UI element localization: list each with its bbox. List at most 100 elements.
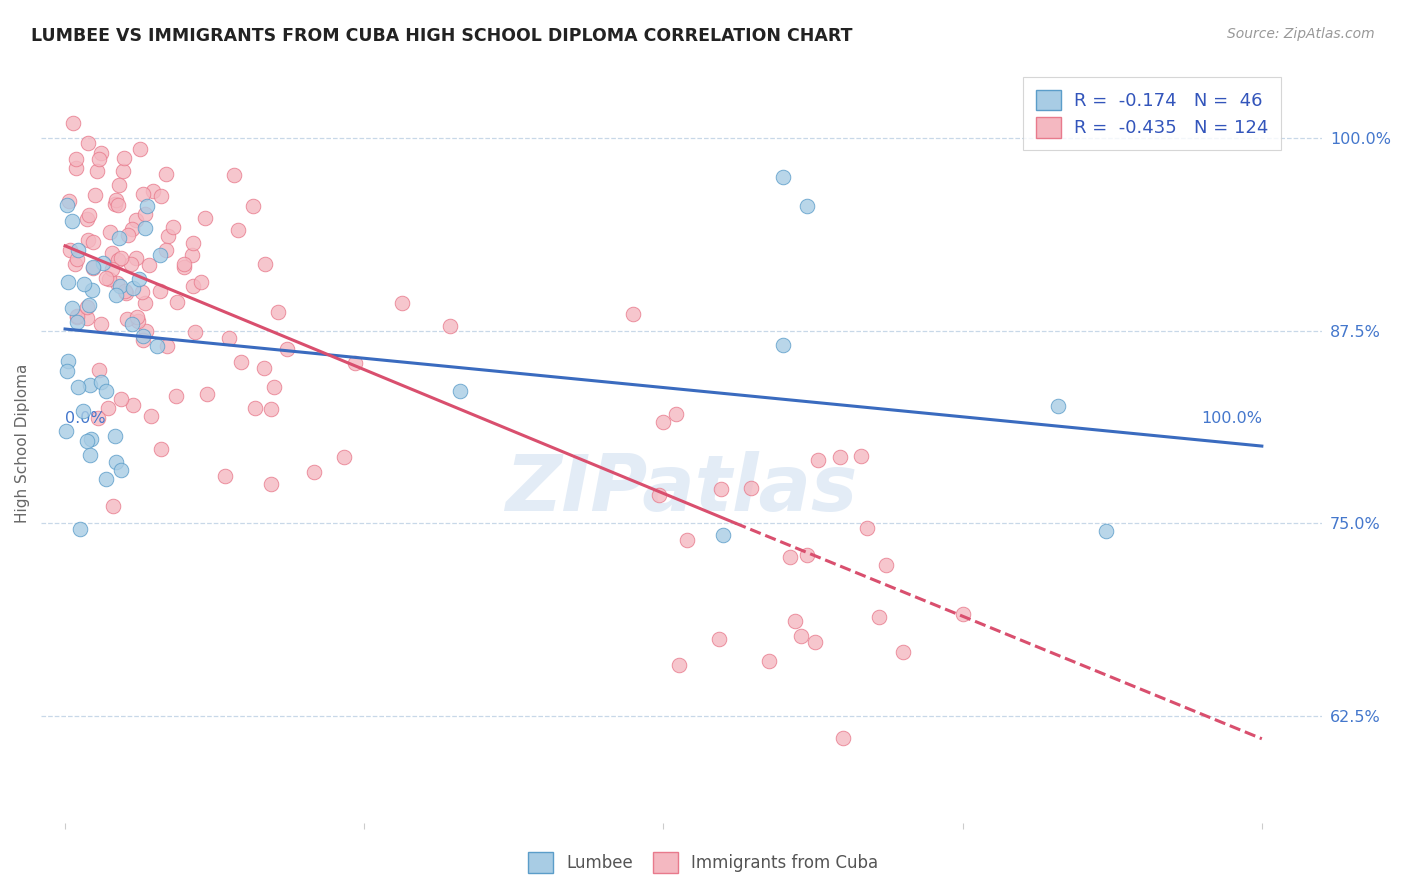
- Point: [104, 429, 127, 443]
- Point: [105, 287, 128, 301]
- Point: [214, 469, 236, 483]
- Point: [110, 463, 132, 477]
- Point: [156, 228, 179, 243]
- Point: [80, 432, 103, 446]
- Point: [796, 199, 818, 213]
- Point: [711, 527, 734, 541]
- Point: [90, 375, 112, 389]
- Point: [82, 261, 104, 276]
- Point: [65, 161, 87, 176]
- Point: [120, 257, 142, 271]
- Point: [260, 402, 283, 417]
- Point: [86, 164, 108, 178]
- Point: [165, 388, 187, 402]
- Point: [149, 188, 172, 202]
- Point: [79, 449, 101, 463]
- Point: [149, 248, 172, 262]
- Point: [155, 243, 177, 257]
- Point: [87, 363, 110, 377]
- Point: [56, 276, 79, 290]
- Point: [91, 256, 114, 270]
- Point: [218, 331, 240, 345]
- Point: [69, 522, 91, 536]
- Point: [77, 136, 100, 151]
- Point: [242, 199, 264, 213]
- Point: [56, 354, 79, 368]
- Point: [73, 277, 96, 291]
- Point: [142, 185, 165, 199]
- Point: [156, 339, 179, 353]
- Text: 0.0%: 0.0%: [65, 411, 105, 426]
- Point: [796, 847, 818, 862]
- Point: [166, 295, 188, 310]
- Point: [55, 425, 77, 439]
- Point: [63, 257, 86, 271]
- Point: [194, 211, 217, 225]
- Point: [60, 213, 83, 227]
- Point: [97, 272, 120, 286]
- Point: [66, 243, 89, 257]
- Text: 100.0%: 100.0%: [1201, 411, 1261, 426]
- Point: [121, 281, 143, 295]
- Point: [59, 243, 82, 257]
- Point: [807, 452, 830, 467]
- Point: [104, 455, 127, 469]
- Point: [891, 645, 914, 659]
- Point: [77, 208, 100, 222]
- Point: [828, 450, 851, 465]
- Point: [103, 499, 125, 513]
- Point: [173, 260, 195, 275]
- Y-axis label: High School Diploma: High School Diploma: [15, 364, 30, 524]
- Point: [65, 152, 87, 166]
- Text: ZIPatlas: ZIPatlas: [505, 451, 858, 527]
- Point: [190, 275, 212, 289]
- Point: [772, 169, 794, 184]
- Point: [82, 260, 104, 275]
- Point: [62, 115, 84, 129]
- Point: [110, 392, 132, 407]
- Point: [77, 233, 100, 247]
- Point: [439, 319, 461, 334]
- Point: [136, 199, 159, 213]
- Point: [94, 472, 117, 486]
- Point: [181, 235, 204, 250]
- Point: [110, 278, 132, 293]
- Point: [132, 334, 155, 348]
- Point: [76, 301, 98, 315]
- Point: [72, 404, 94, 418]
- Point: [94, 384, 117, 399]
- Point: [114, 285, 136, 300]
- Point: [621, 307, 644, 321]
- Point: [121, 318, 143, 332]
- Point: [66, 315, 89, 329]
- Point: [98, 225, 121, 239]
- Point: [875, 558, 897, 573]
- Point: [676, 533, 699, 547]
- Point: [84, 187, 107, 202]
- Point: [104, 193, 127, 207]
- Point: [851, 450, 873, 464]
- Point: [276, 342, 298, 356]
- Point: [740, 481, 762, 495]
- Point: [96, 271, 118, 285]
- Point: [66, 310, 89, 324]
- Point: [55, 363, 77, 377]
- Point: [222, 168, 245, 182]
- Point: [115, 311, 138, 326]
- Legend: R =  -0.174   N =  46, R =  -0.435   N = 124: R = -0.174 N = 46, R = -0.435 N = 124: [1024, 77, 1281, 150]
- Point: [101, 246, 124, 260]
- Point: [155, 167, 177, 181]
- Point: [868, 610, 890, 624]
- Point: [90, 146, 112, 161]
- Point: [648, 488, 671, 502]
- Point: [60, 301, 83, 315]
- Point: [90, 317, 112, 331]
- Point: [254, 256, 277, 270]
- Point: [243, 401, 266, 415]
- Point: [87, 411, 110, 425]
- Point: [149, 442, 172, 456]
- Point: [125, 252, 148, 266]
- Point: [652, 415, 675, 429]
- Point: [832, 731, 855, 745]
- Point: [796, 548, 818, 562]
